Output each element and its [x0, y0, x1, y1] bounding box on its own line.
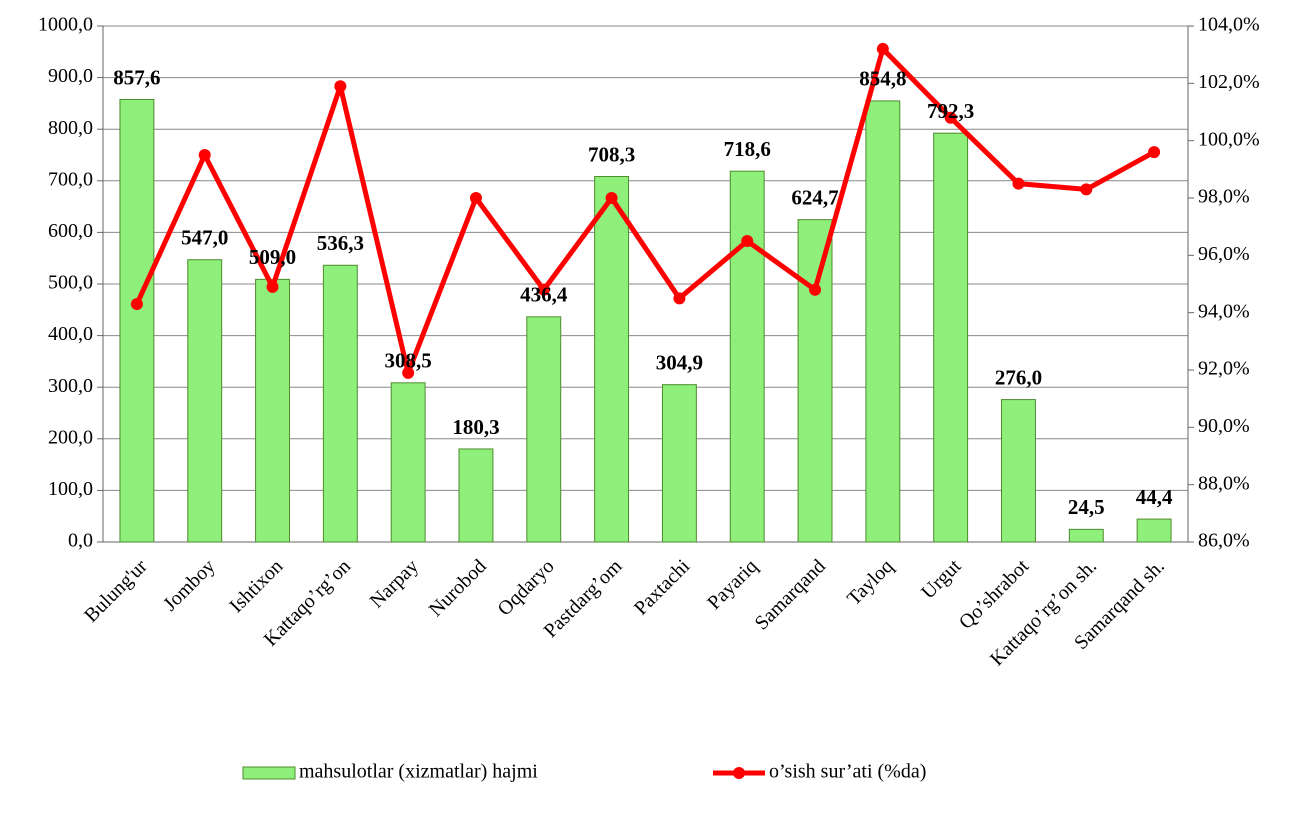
data-label: 857,6 [113, 65, 160, 89]
y2-tick-label: 94,0% [1198, 300, 1250, 322]
y-tick-label: 500,0 [48, 272, 93, 294]
x-tick-label: Oqdaryo [494, 555, 559, 620]
x-tick-label: Nurobod [425, 555, 491, 621]
x-tick-label: Jomboy [159, 555, 219, 615]
y-tick-label: 700,0 [48, 168, 93, 190]
data-label: 276,0 [995, 365, 1042, 389]
x-tick-label: Paxtachi [630, 555, 695, 620]
data-label: 308,5 [385, 349, 432, 373]
line-marker [876, 42, 889, 55]
bar [661, 384, 697, 543]
line-marker [944, 111, 957, 124]
line-marker [469, 192, 482, 204]
data-label: 180,3 [452, 415, 499, 439]
line [134, 46, 1156, 376]
data-label: 436,4 [520, 283, 568, 307]
bar [119, 98, 155, 543]
bar [865, 100, 901, 543]
bar [187, 259, 223, 543]
data-label: 509,0 [249, 245, 296, 269]
bar [1001, 399, 1036, 543]
data-label: 718,6 [724, 137, 771, 161]
y-tick-label: 100,0 [48, 478, 93, 500]
line-marker [266, 280, 279, 293]
y-tick-label: 400,0 [48, 323, 93, 345]
line-marker [198, 149, 211, 161]
data-label: 547,0 [181, 226, 228, 250]
data-label: 854,8 [859, 67, 906, 91]
line-marker [809, 283, 822, 296]
x-tick-label: Payariq [703, 555, 762, 614]
bar [797, 219, 833, 543]
bar [1068, 528, 1104, 543]
y-tick-label: 900,0 [48, 65, 93, 87]
y-tick-label: 1000,0 [38, 14, 93, 36]
x-tick-label: Ishtixon [225, 555, 287, 617]
y-tick-label: 800,0 [48, 117, 93, 139]
data-label: 304,9 [656, 350, 703, 374]
x-tick-label: Bulung'ur [80, 555, 152, 627]
y2-tick-label: 90,0% [1198, 415, 1250, 437]
data-label: 708,3 [588, 142, 635, 166]
bar [390, 382, 426, 543]
line-marker [605, 192, 618, 204]
bar [1136, 518, 1172, 543]
line-marker [1012, 177, 1025, 190]
line-marker [130, 298, 143, 311]
legend-marker [733, 767, 745, 779]
data-label: 44,4 [1136, 485, 1173, 509]
y2-tick-label: 100,0% [1198, 128, 1260, 150]
x-tick-label: Tayloq [843, 555, 898, 610]
bar [729, 170, 765, 543]
y2-tick-label: 104,0% [1198, 14, 1260, 36]
y2-tick-label: 86,0% [1198, 530, 1250, 552]
bar [526, 316, 562, 543]
x-tick-label: Samarqand [751, 555, 830, 634]
data-label: 24,5 [1068, 495, 1105, 519]
data-label: 792,3 [927, 99, 974, 123]
data-label: 624,7 [791, 185, 838, 209]
bar [458, 448, 494, 543]
y2-tick-label: 92,0% [1198, 358, 1250, 380]
y2-tick-label: 88,0% [1198, 472, 1250, 494]
y2-tick-label: 98,0% [1198, 186, 1250, 208]
y-tick-label: 200,0 [48, 426, 93, 448]
line-marker [1148, 146, 1161, 159]
bar [322, 264, 358, 543]
line-marker [334, 80, 347, 93]
legend-label: mahsulotlar (xizmatlar) hajmi [299, 761, 538, 783]
line-marker [673, 292, 686, 305]
data-label: 536,3 [317, 231, 364, 255]
y2-tick-label: 102,0% [1198, 71, 1260, 93]
bar [255, 278, 290, 543]
y2-tick-label: 96,0% [1198, 243, 1250, 265]
x-tick-label: Urgut [917, 555, 966, 604]
legend-label: o’sish sur’ati (%da) [769, 761, 926, 783]
legend-swatch [242, 766, 296, 780]
x-tick-label: Narpay [366, 555, 423, 612]
bar [594, 176, 630, 543]
y-tick-label: 600,0 [48, 220, 93, 242]
line-marker [402, 366, 415, 379]
line-marker [537, 283, 550, 296]
y-tick-label: 300,0 [48, 375, 93, 397]
bar [933, 132, 969, 543]
y-tick-label: 0,0 [68, 530, 93, 552]
line-marker [741, 235, 754, 247]
line-marker [1080, 183, 1093, 196]
